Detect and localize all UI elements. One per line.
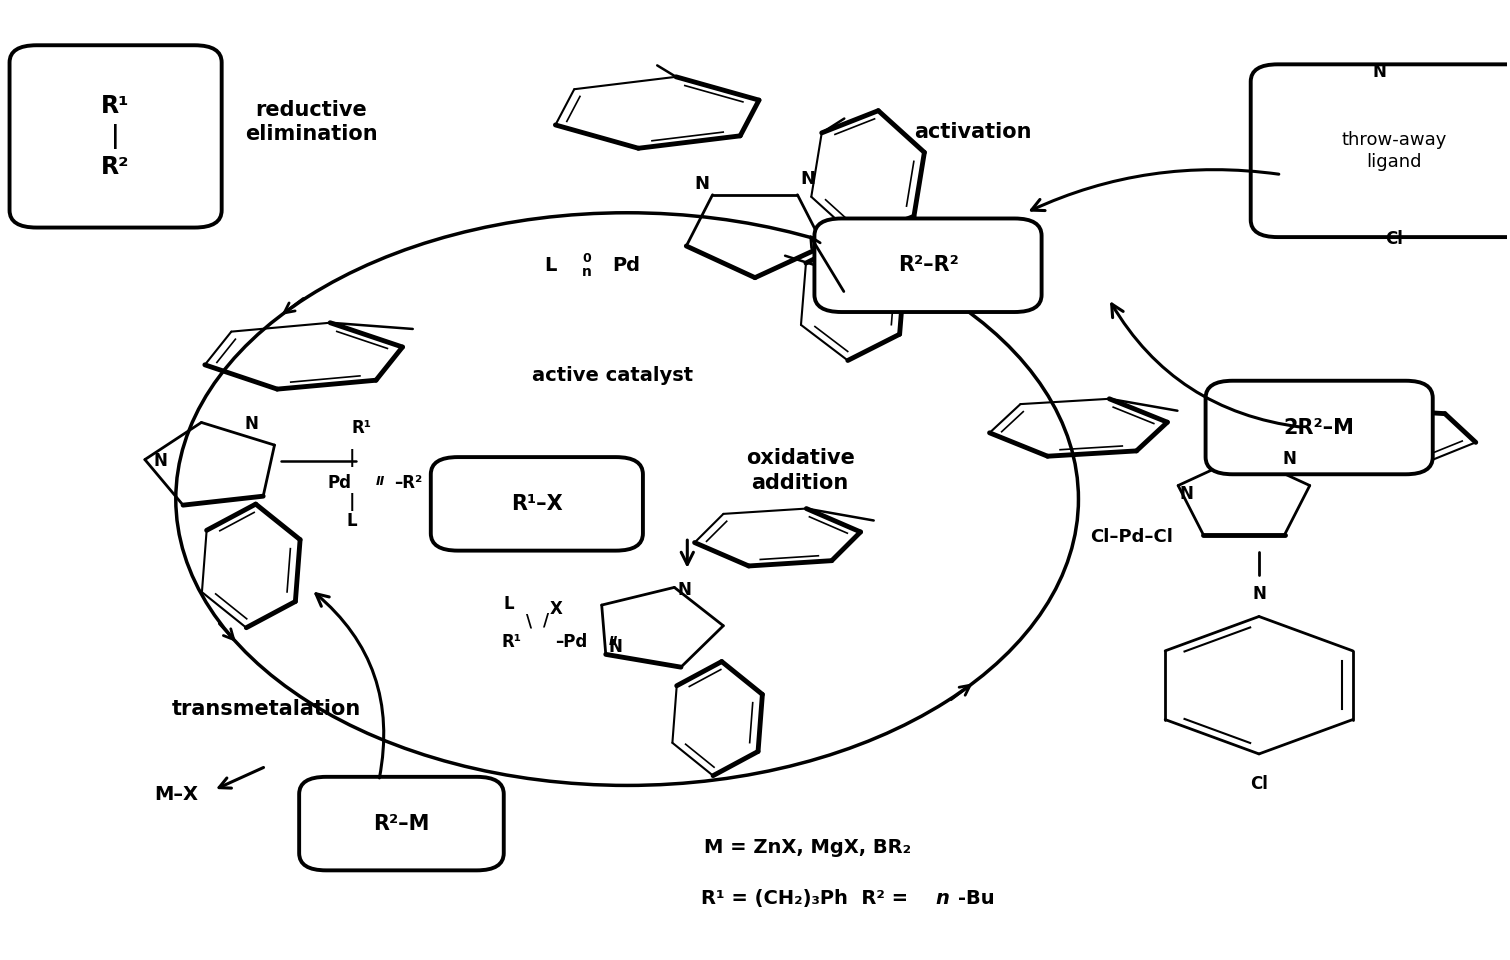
Text: L: L <box>545 255 557 275</box>
Text: R²–R²: R²–R² <box>897 255 959 276</box>
Text: R¹: R¹ <box>352 419 371 437</box>
FancyBboxPatch shape <box>299 777 504 871</box>
Text: active catalyst: active catalyst <box>532 366 693 385</box>
Text: Cl: Cl <box>1250 775 1268 793</box>
Text: R¹–X: R¹–X <box>510 493 563 514</box>
Text: N: N <box>1373 63 1386 81</box>
Text: activation: activation <box>915 122 1031 142</box>
Text: Cl–Pd–Cl: Cl–Pd–Cl <box>1090 528 1173 546</box>
Text: throw-away
ligand: throw-away ligand <box>1342 131 1447 171</box>
FancyBboxPatch shape <box>814 219 1042 312</box>
Text: R¹: R¹ <box>501 634 522 651</box>
Text: /: / <box>542 612 550 630</box>
Text: N: N <box>245 415 258 433</box>
Text: M = ZnX, MgX, BR₂: M = ZnX, MgX, BR₂ <box>704 838 911 857</box>
Text: 0: 0 <box>581 252 590 265</box>
Text: –Pd: –Pd <box>554 634 587 651</box>
Text: N: N <box>800 170 815 188</box>
Text: Pd: Pd <box>612 255 640 275</box>
Text: n: n <box>936 889 950 907</box>
Text: |: | <box>349 492 355 511</box>
Text: \: \ <box>527 612 533 631</box>
Text: N: N <box>1252 585 1265 603</box>
FancyBboxPatch shape <box>9 45 222 228</box>
Text: X: X <box>550 600 562 618</box>
Text: II: II <box>376 475 385 489</box>
FancyBboxPatch shape <box>1205 381 1433 474</box>
FancyBboxPatch shape <box>1250 64 1510 237</box>
Text: M–X: M–X <box>154 785 198 804</box>
Text: L: L <box>346 512 358 530</box>
Text: reductive
elimination: reductive elimination <box>245 100 378 145</box>
Text: –R²: –R² <box>394 474 423 492</box>
FancyBboxPatch shape <box>430 457 643 551</box>
Text: N: N <box>1282 450 1296 468</box>
Text: II: II <box>609 635 618 648</box>
Text: N: N <box>609 638 622 656</box>
Text: N: N <box>154 452 168 469</box>
Text: n: n <box>581 265 592 279</box>
Text: R²–M: R²–M <box>373 814 430 833</box>
Text: |: | <box>349 449 355 468</box>
Text: transmetalation: transmetalation <box>172 699 361 719</box>
Text: Cl: Cl <box>1386 230 1403 248</box>
Text: N: N <box>678 581 692 599</box>
Text: R¹
|
R²: R¹ | R² <box>101 94 130 179</box>
Text: N: N <box>1179 486 1194 503</box>
Text: -Bu: -Bu <box>959 889 995 907</box>
Text: oxidative
addition: oxidative addition <box>746 448 855 492</box>
Text: R¹ = (CH₂)₃Ph  R² =: R¹ = (CH₂)₃Ph R² = <box>701 889 915 907</box>
Text: 2R²–M: 2R²–M <box>1284 418 1354 438</box>
Text: Pd: Pd <box>328 474 352 492</box>
Text: L: L <box>504 595 515 613</box>
Text: N: N <box>695 175 710 193</box>
